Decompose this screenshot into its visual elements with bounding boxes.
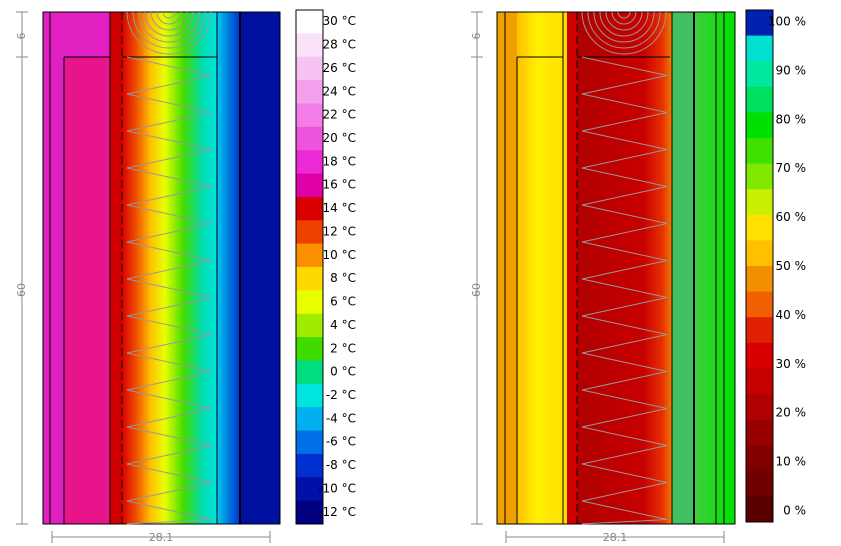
legend-swatch	[296, 267, 323, 291]
legend-swatch	[296, 10, 323, 34]
dim-top: 6	[15, 33, 28, 40]
dim-top: 6	[470, 33, 483, 40]
legend-label: -10 °C	[318, 481, 356, 495]
legend-swatch	[296, 244, 323, 268]
legend-swatch	[296, 80, 323, 104]
legend-label: 28 °C	[323, 38, 356, 52]
legend-swatch	[746, 445, 773, 471]
legend-label: 10 °C	[323, 248, 356, 262]
legend-label: -2 °C	[326, 388, 356, 402]
legend-label: 14 °C	[323, 201, 356, 215]
legend-swatch	[296, 360, 323, 384]
legend-swatch	[746, 189, 773, 215]
legend-swatch	[296, 103, 323, 127]
legend-swatch	[296, 290, 323, 314]
legend-swatch	[746, 240, 773, 266]
legend-swatch	[746, 61, 773, 87]
legend-label: 80 %	[776, 112, 807, 126]
legend-swatch	[746, 317, 773, 343]
legend-label: -4 °C	[326, 411, 356, 425]
legend-swatch	[746, 471, 773, 497]
legend-label: 6 °C	[330, 295, 356, 309]
dim-width: 28.1	[149, 531, 174, 544]
legend-swatch	[296, 150, 323, 174]
legend-swatch	[296, 454, 323, 478]
legend-label: 0 %	[783, 503, 806, 517]
temperature-wall	[43, 12, 280, 524]
legend-swatch	[296, 337, 323, 361]
legend-swatch	[296, 407, 323, 431]
legend-label: 8 °C	[330, 271, 356, 285]
legend-label: 20 %	[776, 406, 807, 420]
legend-label: 2 °C	[330, 341, 356, 355]
dim-height: 60	[470, 283, 483, 297]
legend-swatch	[746, 420, 773, 446]
legend-label: -12 °C	[318, 505, 356, 519]
legend-label: 30 °C	[323, 14, 356, 28]
legend-swatch	[296, 384, 323, 408]
legend-swatch	[296, 197, 323, 221]
legend-swatch	[296, 314, 323, 338]
legend-swatch	[746, 266, 773, 292]
legend-label: 20 °C	[323, 131, 356, 145]
legend-swatch	[746, 343, 773, 369]
page: 6 60 28.1 6 60 28.1 30 °C 28 °C 26 °C 24 °C…	[0, 0, 841, 546]
legend-swatch	[746, 215, 773, 241]
legend-label: 60 %	[776, 210, 807, 224]
legend-label: 18 °C	[323, 154, 356, 168]
color-legend: 30 °C 28 °C 26 °C 24 °C 22 °C 20 °C 18 °C 16 °C…	[296, 10, 356, 525]
legend-label: 100 %	[768, 15, 806, 29]
legend-swatch	[746, 87, 773, 113]
legend-swatch	[746, 164, 773, 190]
legend-swatch	[746, 368, 773, 394]
legend-label: -8 °C	[326, 458, 356, 472]
legend-swatch	[746, 112, 773, 138]
legend-label: 90 %	[776, 63, 807, 77]
legend-label: -6 °C	[326, 435, 356, 449]
legend-swatch	[296, 220, 323, 244]
legend-swatch	[746, 496, 773, 522]
legend-label: 10 %	[776, 455, 807, 469]
legend-label: 12 °C	[323, 224, 356, 238]
legend-swatch	[296, 57, 323, 81]
legend-label: 26 °C	[323, 61, 356, 75]
legend-swatch	[296, 127, 323, 151]
legend-label: 40 %	[776, 308, 807, 322]
legend-label: 50 %	[776, 259, 807, 273]
legend-swatch	[296, 33, 323, 57]
legend-swatch	[746, 292, 773, 318]
legend-swatch	[746, 138, 773, 164]
dim-width: 28.1	[603, 531, 628, 544]
legend-label: 4 °C	[330, 318, 356, 332]
legend-label: 16 °C	[323, 178, 356, 192]
humidity-wall	[497, 12, 735, 524]
legend-swatch	[746, 394, 773, 420]
legend-swatch	[746, 36, 773, 62]
color-legend: 100 % 90 % 80 % 70 % 60 % 50 % 40 % 30 % 20 % 10 …	[746, 10, 806, 523]
legend-label: 30 %	[776, 357, 807, 371]
legend-swatch	[296, 431, 323, 455]
legend-swatch	[296, 174, 323, 198]
legend-label: 0 °C	[330, 365, 356, 379]
legend-label: 24 °C	[323, 84, 356, 98]
dim-height: 60	[15, 283, 28, 297]
legend-label: 22 °C	[323, 108, 356, 122]
legend-label: 70 %	[776, 161, 807, 175]
